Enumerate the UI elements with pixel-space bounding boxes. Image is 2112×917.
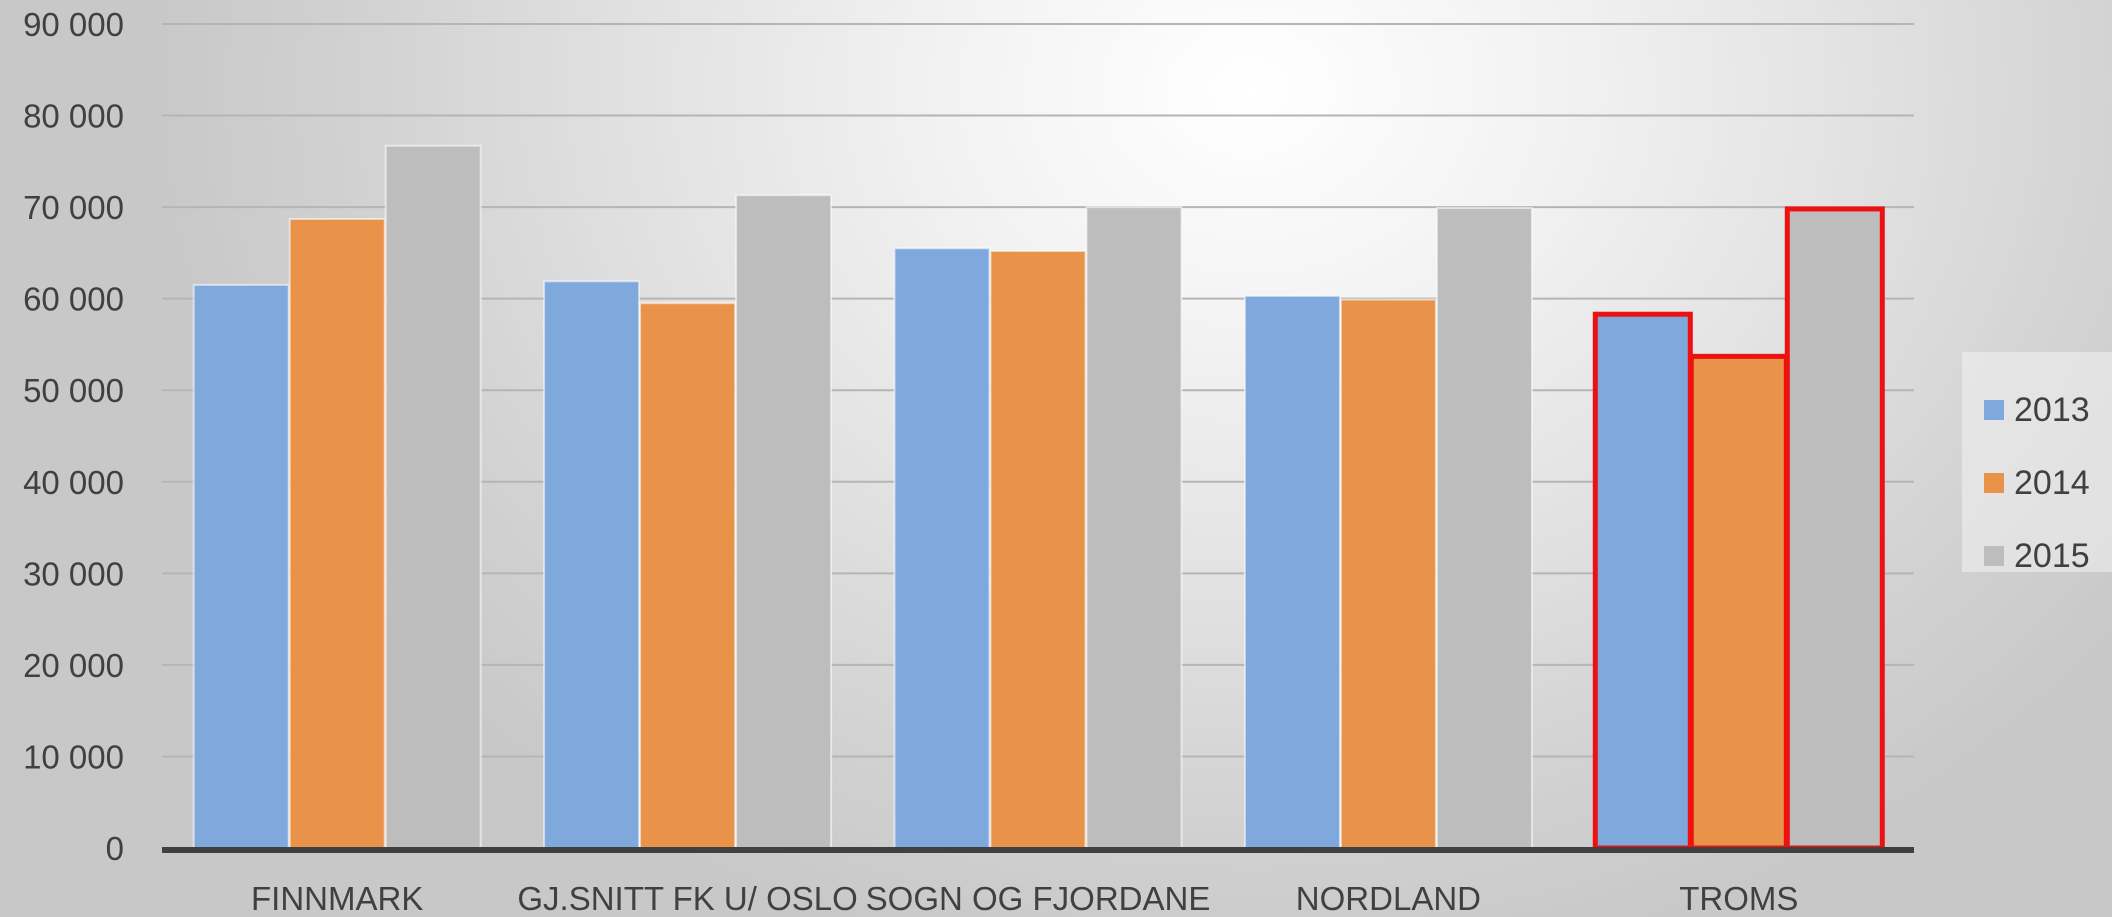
y-tick-label-7: 70 000 (23, 189, 124, 226)
legend-label-2013: 2013 (2014, 390, 2090, 429)
x-tick-label-1: GJ.SNITT FK U/ OSLO (517, 880, 857, 917)
legend-item-2015: 2015 (1984, 536, 2090, 576)
bar-2015-2 (1085, 206, 1183, 850)
bar-2013-0 (192, 283, 290, 849)
y-tick-label-3: 30 000 (23, 555, 124, 592)
bar-2015-4 (1784, 206, 1885, 851)
legend-swatch-2013 (1984, 400, 2004, 420)
bar-2015-1 (735, 194, 833, 850)
bar-2013-3 (1243, 294, 1341, 850)
bar-2013-4 (1592, 311, 1693, 851)
x-tick-label-0: FINNMARK (251, 880, 423, 917)
chart-legend: 2013 2014 2015 (1962, 352, 2112, 575)
legend-swatch-2014 (1984, 473, 2004, 493)
bar-2013-2 (893, 247, 991, 850)
bar-2015-0 (384, 144, 482, 850)
bar-2015-3 (1435, 207, 1533, 849)
y-tick-label-1: 10 000 (23, 738, 124, 775)
y-tick-label-9: 90 000 (23, 6, 124, 43)
legend-item-2013: 2013 (1984, 390, 2090, 430)
y-tick-label-2: 20 000 (23, 647, 124, 684)
y-tick-label-5: 50 000 (23, 372, 124, 409)
legend-label-2015: 2015 (2014, 536, 2090, 575)
legend-item-2014: 2014 (1984, 463, 2090, 503)
bar-2014-2 (989, 250, 1087, 849)
y-tick-label-4: 40 000 (23, 464, 124, 501)
legend-swatch-2015 (1984, 546, 2004, 566)
bar-2014-1 (639, 302, 737, 849)
bar-2014-0 (288, 218, 386, 850)
y-tick-label-6: 60 000 (23, 281, 124, 318)
bar-2014-3 (1339, 298, 1437, 849)
x-tick-label-2: SOGN OG FJORDANE (866, 880, 1211, 917)
bar-2013-1 (543, 280, 641, 849)
legend-label-2014: 2014 (2014, 463, 2090, 502)
x-tick-label-3: NORDLAND (1296, 880, 1481, 917)
bar-2014-4 (1688, 353, 1789, 851)
y-tick-label-8: 80 000 (23, 98, 124, 135)
x-tick-label-4: TROMS (1679, 880, 1798, 917)
y-tick-label-0: 0 (106, 830, 124, 867)
